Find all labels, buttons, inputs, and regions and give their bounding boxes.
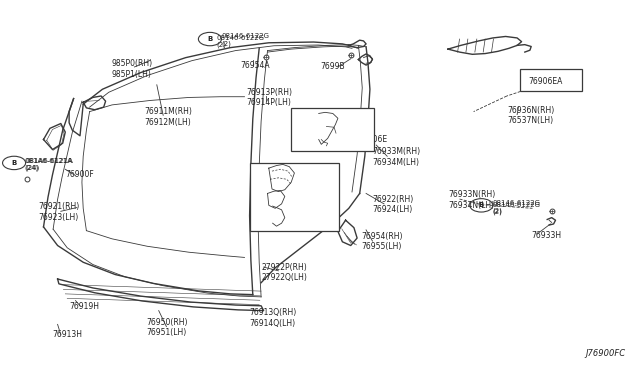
Text: 08146-6122G
(2): 08146-6122G (2) — [493, 202, 541, 215]
Text: 76921(RH)
76923(LH): 76921(RH) 76923(LH) — [38, 202, 79, 222]
Text: 76913Q(RH)
76914Q(LH): 76913Q(RH) 76914Q(LH) — [250, 308, 297, 328]
Text: 76900F: 76900F — [65, 170, 94, 179]
Text: 76913P(RH)
76914P(LH): 76913P(RH) 76914P(LH) — [246, 88, 292, 107]
Text: 76954A: 76954A — [240, 61, 269, 70]
Text: B: B — [12, 160, 17, 166]
Text: 76919H: 76919H — [69, 302, 99, 311]
Text: 27922P(RH)
27922Q(LH): 27922P(RH) 27922Q(LH) — [261, 263, 307, 282]
Text: 76922(RH)
76924(LH): 76922(RH) 76924(LH) — [372, 195, 413, 214]
Text: 76950(RH)
76951(LH): 76950(RH) 76951(LH) — [146, 318, 188, 337]
Text: 76905HA: 76905HA — [259, 183, 294, 192]
Bar — [291, 108, 374, 151]
Text: 76913H: 76913H — [52, 330, 83, 339]
Text: 76954(RH)
76955(LH): 76954(RH) 76955(LH) — [362, 232, 403, 251]
Text: 08146-6122G
(2): 08146-6122G (2) — [493, 200, 541, 214]
Text: 76911M(RH)
76912M(LH): 76911M(RH) 76912M(LH) — [144, 108, 192, 127]
Text: B: B — [207, 36, 212, 42]
Text: 76906EA: 76906EA — [528, 77, 563, 86]
Text: 76933M(RH)
76934M(LH): 76933M(RH) 76934M(LH) — [372, 147, 420, 167]
Text: 76933H: 76933H — [531, 231, 561, 240]
Text: 7699B: 7699B — [320, 62, 344, 71]
Text: 081A6-6121A
(24): 081A6-6121A (24) — [24, 158, 72, 171]
Text: 76933N(RH)
76934N(LH): 76933N(RH) 76934N(LH) — [448, 190, 495, 210]
Bar — [250, 163, 339, 231]
Text: 76906E: 76906E — [358, 135, 388, 144]
Text: 08146-6122G
(2): 08146-6122G (2) — [221, 33, 269, 47]
Text: B: B — [479, 202, 484, 208]
Text: 76906EA: 76906EA — [528, 74, 563, 83]
Text: 76936N(RH)
76537N(LH): 76936N(RH) 76537N(LH) — [507, 106, 554, 125]
Text: J76900FC: J76900FC — [586, 349, 626, 358]
Text: 76905H: 76905H — [300, 118, 330, 126]
Bar — [520, 69, 582, 91]
Text: 08146-6122G
(2): 08146-6122G (2) — [216, 35, 264, 48]
Text: 985P0(RH)
985P1(LH): 985P0(RH) 985P1(LH) — [112, 59, 153, 78]
Text: 081A6-6121A
(24): 081A6-6121A (24) — [26, 158, 74, 171]
